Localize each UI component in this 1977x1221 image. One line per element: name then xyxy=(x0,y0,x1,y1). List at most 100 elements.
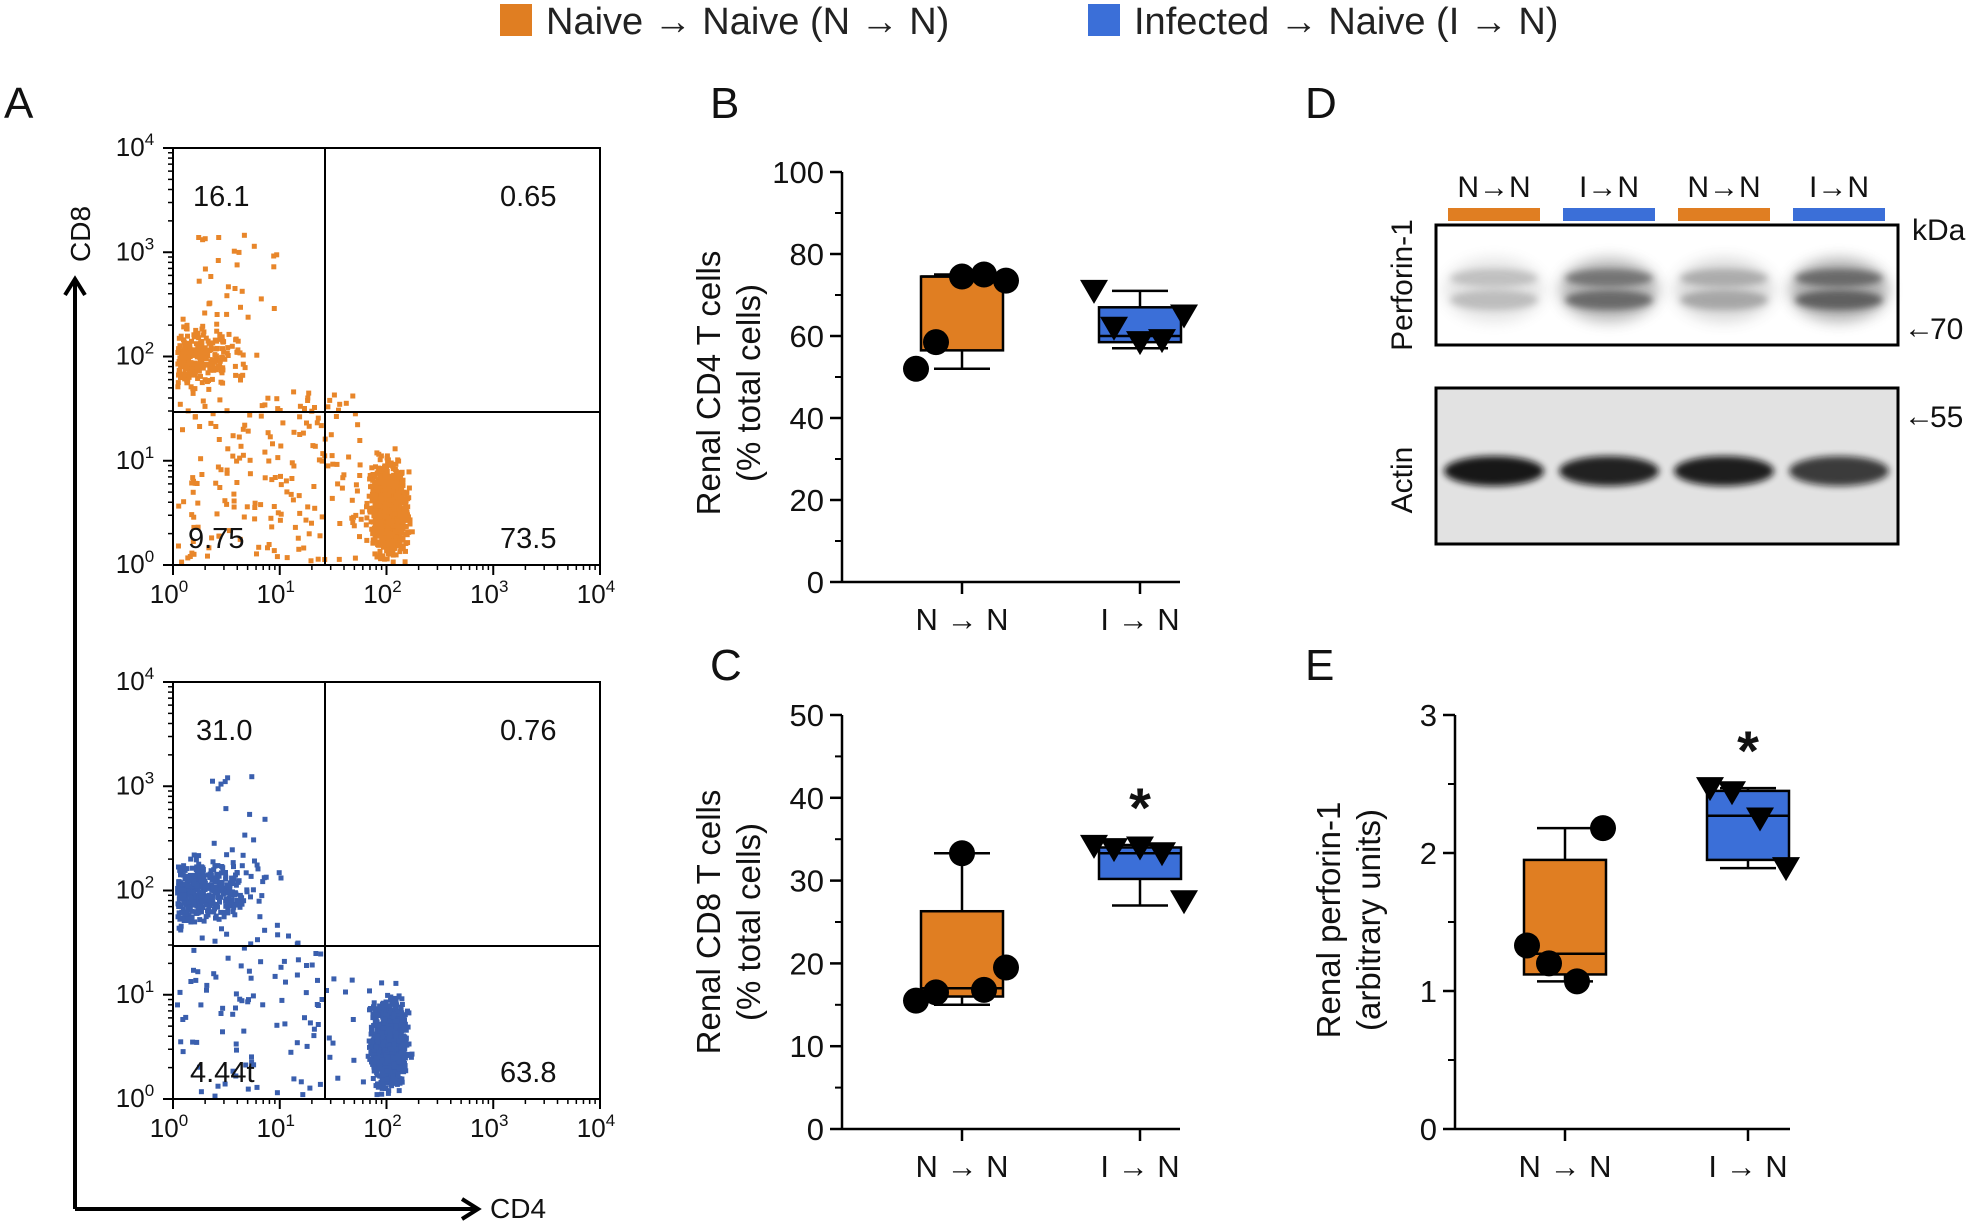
event-dot xyxy=(213,367,219,373)
event-dot xyxy=(206,545,212,551)
event-dot xyxy=(369,1029,374,1035)
event-dot xyxy=(175,380,181,386)
event-dot xyxy=(307,1085,313,1091)
event-dot xyxy=(408,1054,414,1060)
event-dot xyxy=(380,1025,386,1031)
event-dot xyxy=(383,501,388,507)
event-dot xyxy=(216,235,222,240)
event-dot xyxy=(204,987,209,993)
event-dot xyxy=(199,898,205,904)
event-dot xyxy=(221,914,227,920)
event-dot xyxy=(402,1067,408,1073)
perforin-band xyxy=(1795,269,1883,287)
perforin-row-label: Perforin-1 xyxy=(1386,219,1419,351)
event-dot xyxy=(197,876,203,881)
event-dot xyxy=(195,330,201,336)
event-dot xyxy=(393,1046,399,1052)
event-dot xyxy=(201,329,207,335)
event-dot xyxy=(197,902,203,908)
event-dot xyxy=(182,343,188,349)
event-dot xyxy=(202,894,208,900)
actin-band xyxy=(1444,456,1544,486)
y-tick-label: 20 xyxy=(790,946,824,981)
event-dot xyxy=(217,397,223,403)
event-dot xyxy=(202,878,207,884)
event-dot xyxy=(374,1027,380,1033)
event-dot xyxy=(186,899,192,905)
event-dot xyxy=(275,455,281,461)
event-dot xyxy=(210,859,216,865)
event-dot xyxy=(202,887,208,892)
event-dot xyxy=(296,546,302,552)
x-tick-label: 101 xyxy=(257,577,295,609)
event-dot xyxy=(390,463,396,469)
event-dot xyxy=(237,996,243,1002)
perforin-band xyxy=(1450,290,1538,310)
event-dot xyxy=(236,434,242,440)
event-dot xyxy=(352,555,358,561)
data-point-triangle xyxy=(1080,834,1108,859)
event-dot xyxy=(372,1068,378,1074)
perforin-blot-border xyxy=(1434,223,1900,347)
event-dot xyxy=(387,1010,393,1016)
event-dot xyxy=(199,354,205,360)
event-dot xyxy=(364,537,370,543)
event-dot xyxy=(226,886,232,892)
event-dot xyxy=(252,858,257,864)
event-dot xyxy=(236,901,241,907)
boxplot-cd8: Renal CD8 T cells (% total cells) 0 10 20 3… xyxy=(690,698,1198,1184)
y-tick-label: 40 xyxy=(790,781,824,816)
box-iqr xyxy=(1705,789,1791,862)
event-dot xyxy=(294,972,300,978)
event-dot xyxy=(271,253,277,259)
lane-label: I→N xyxy=(1809,171,1869,204)
tick-exponent: 2 xyxy=(392,1111,401,1130)
event-dot xyxy=(191,899,197,905)
y-tick-label: 103 xyxy=(116,234,154,266)
event-dot xyxy=(351,523,357,529)
event-dot xyxy=(384,1013,390,1019)
event-dot xyxy=(201,873,207,879)
event-dot xyxy=(327,397,333,403)
event-dot xyxy=(304,1043,310,1049)
event-dot xyxy=(233,337,239,343)
event-dot xyxy=(406,469,412,475)
event-dot xyxy=(360,1079,366,1085)
event-dot xyxy=(376,1006,382,1012)
event-dot xyxy=(381,1008,387,1014)
event-dot xyxy=(382,1060,388,1066)
event-dot xyxy=(402,515,408,520)
event-dot xyxy=(191,895,197,901)
event-dot xyxy=(219,354,225,360)
event-dot xyxy=(251,1062,257,1068)
event-dot xyxy=(386,1037,392,1043)
event-dot xyxy=(318,423,324,429)
event-dot xyxy=(231,498,237,504)
event-dot xyxy=(200,332,206,338)
event-dot xyxy=(195,347,201,353)
event-dot xyxy=(390,552,396,558)
event-dot xyxy=(211,840,217,846)
event-dot xyxy=(374,1092,380,1098)
event-dot xyxy=(315,415,321,421)
event-dot xyxy=(386,519,392,525)
flow-events-infected xyxy=(175,774,415,1099)
event-dot xyxy=(232,363,238,369)
event-dot xyxy=(406,485,412,491)
quadrant-ur-value: 0.65 xyxy=(500,181,556,213)
event-dot xyxy=(406,495,412,501)
event-dot xyxy=(278,964,284,970)
event-dot xyxy=(251,837,257,843)
boxplot-perforin: Renal perforin-1 (arbitrary units) 0 1 2 3 N… xyxy=(1310,698,1800,1184)
event-dot xyxy=(393,484,399,490)
x-tick-label: 100 xyxy=(150,577,188,609)
event-dot xyxy=(340,475,346,481)
event-dot xyxy=(217,899,222,905)
event-dot xyxy=(400,1033,405,1039)
event-dot xyxy=(232,912,238,918)
data-point-triangle xyxy=(1126,836,1154,861)
y-tick-label: 0 xyxy=(807,565,824,600)
event-dot xyxy=(231,248,237,254)
event-dot xyxy=(271,264,277,270)
event-dot xyxy=(392,1064,398,1070)
